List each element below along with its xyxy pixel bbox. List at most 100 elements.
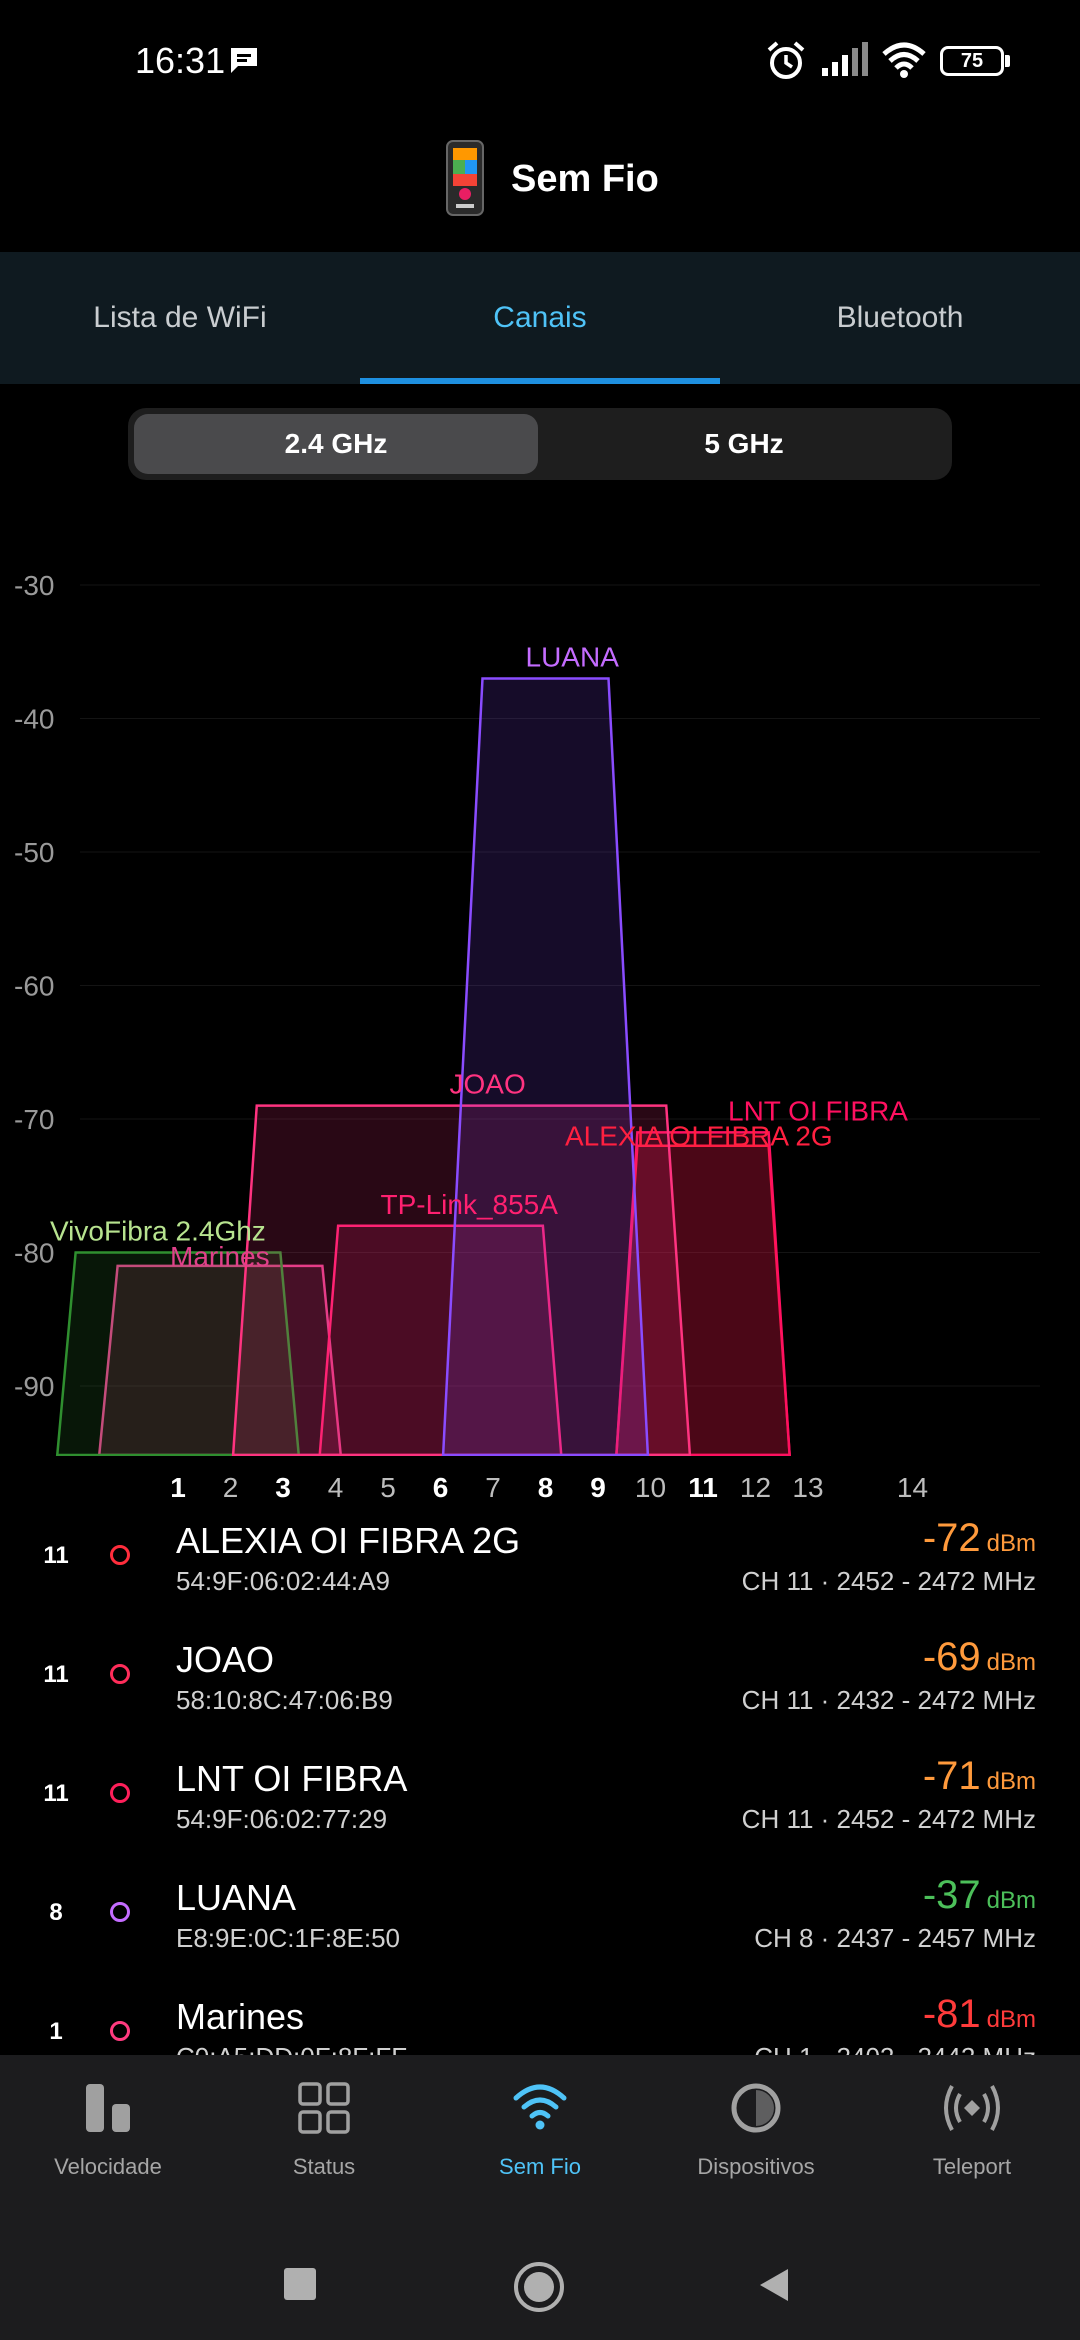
x-tick-label: 9 bbox=[590, 1472, 606, 1503]
ap-channel: 1 bbox=[49, 2018, 63, 2045]
tab-bar: Lista de WiFi Canais Bluetooth bbox=[0, 252, 1080, 384]
nav-label: Sem Fio bbox=[499, 2154, 581, 2179]
x-tick-label: 1 bbox=[170, 1472, 186, 1503]
circle-icon[interactable] bbox=[512, 2260, 566, 2314]
ap-channel: 11 bbox=[43, 1542, 69, 1569]
y-tick-label: -90 bbox=[14, 1371, 54, 1402]
tab-bluetooth[interactable]: Bluetooth bbox=[836, 301, 964, 334]
tab-channels[interactable]: Canais bbox=[493, 301, 587, 334]
chart-plot-area bbox=[55, 677, 791, 1456]
x-tick-label: 6 bbox=[433, 1472, 449, 1503]
nav-dispositivos[interactable]: Dispositivos bbox=[648, 2080, 864, 2240]
ap-ssid: JOAO bbox=[176, 1639, 275, 1680]
system-navigation-bar bbox=[0, 2245, 1080, 2340]
series-label: TP-Link_855A bbox=[381, 1189, 559, 1220]
bottom-navigation: Velocidade Status Sem Fio Dispositivos bbox=[0, 2055, 1080, 2340]
series-label: VivoFibra 2.4Ghz bbox=[50, 1216, 266, 1247]
ap-mac: 54:9F:06:02:77:29 bbox=[176, 1804, 388, 1834]
ap-mac: 58:10:8C:47:06:B9 bbox=[176, 1685, 393, 1715]
ap-signal-unit: dBm bbox=[986, 1649, 1036, 1676]
y-tick-label: -80 bbox=[14, 1238, 54, 1269]
band-5ghz-button[interactable]: 5 GHz bbox=[704, 428, 784, 459]
list-item[interactable]: 11 LNT OI FIBRA 54:9F:06:02:77:29 -71 dBm CH … bbox=[0, 1738, 1080, 1858]
triangle-icon[interactable] bbox=[756, 2267, 792, 2303]
band-2-4ghz-button[interactable]: 2.4 GHz bbox=[134, 414, 538, 474]
channel-trapezoid bbox=[615, 1131, 791, 1456]
ap-signal-unit: dBm bbox=[986, 1768, 1036, 1795]
list-item[interactable]: 8 LUANA E8:9E:0C:1F:8E:50 -37 dBm CH 8 · 2437… bbox=[0, 1857, 1080, 1977]
list-item[interactable]: 11 ALEXIA OI FIBRA 2G 54:9F:06:02:44:A9 -72… bbox=[0, 1500, 1080, 1620]
ap-signal: -71 dBm bbox=[923, 1754, 1036, 1799]
x-tick-label: 11 bbox=[688, 1472, 718, 1503]
ap-frequency: CH 1 · 2402 - 2442 MHz bbox=[754, 2042, 1036, 2055]
x-tick-label: 5 bbox=[380, 1472, 396, 1503]
series-label: Marines bbox=[170, 1241, 270, 1272]
x-tick-label: 10 bbox=[635, 1472, 666, 1503]
nav-teleport[interactable]: Teleport bbox=[864, 2080, 1080, 2240]
ap-signal-unit: dBm bbox=[986, 2006, 1036, 2033]
channel-chart: -30-40-50-60-70-80-901 2 3 4 5 6 7 8 9 10 11 12 13 14… bbox=[14, 570, 1040, 1503]
list-item[interactable]: 11 JOAO 58:10:8C:47:06:B9 -69 dBm CH 11 · 243… bbox=[0, 1619, 1080, 1739]
battery-level: 75 bbox=[960, 50, 984, 72]
x-tick-label: 14 bbox=[897, 1472, 928, 1503]
wifi-status-icon bbox=[882, 42, 926, 78]
ap-color-ring-icon bbox=[110, 1902, 130, 1922]
message-icon bbox=[231, 48, 257, 73]
tab-wifi-list[interactable]: Lista de WiFi bbox=[93, 301, 267, 334]
ap-mac: C0:A5:DD:0F:8F:FF bbox=[176, 2042, 407, 2055]
nav-label: Velocidade bbox=[54, 2154, 162, 2179]
y-tick-label: -50 bbox=[14, 837, 54, 868]
x-tick-label: 2 bbox=[223, 1472, 239, 1503]
active-tab-indicator bbox=[360, 378, 720, 384]
ap-ssid: ALEXIA OI FIBRA 2G bbox=[176, 1520, 521, 1561]
nav-sem-fio[interactable]: Sem Fio bbox=[432, 2080, 648, 2240]
series-label: LUANA bbox=[526, 641, 620, 672]
ap-color-ring-icon bbox=[110, 1783, 130, 1803]
signal-icon bbox=[822, 42, 868, 76]
ap-frequency: CH 8 · 2437 - 2457 MHz bbox=[754, 1923, 1036, 1953]
y-tick-label: -70 bbox=[14, 1104, 54, 1135]
ap-channel: 11 bbox=[43, 1661, 69, 1688]
alarm-icon bbox=[767, 41, 805, 79]
series-label: ALEXIA OI FIBRA 2G bbox=[565, 1121, 833, 1152]
ap-ssid: LUANA bbox=[176, 1877, 297, 1918]
ap-color-ring-icon bbox=[110, 1664, 130, 1684]
ap-frequency: CH 11 · 2432 - 2472 MHz bbox=[741, 1685, 1036, 1715]
ap-signal-value: -71 bbox=[922, 1754, 981, 1798]
band-toggle: 2.4 GHz 5 GHz bbox=[128, 408, 952, 480]
ap-signal: -69 dBm bbox=[923, 1635, 1036, 1680]
ap-signal: -72 dBm bbox=[923, 1516, 1036, 1561]
ap-color-ring-icon bbox=[110, 1545, 130, 1565]
ap-signal-value: -81 bbox=[922, 1992, 981, 2036]
speed-bars-icon bbox=[86, 2084, 130, 2132]
channel-trapezoid bbox=[441, 677, 650, 1456]
channel-trapezoid bbox=[55, 1251, 301, 1456]
ap-channel: 11 bbox=[43, 1780, 69, 1807]
nav-velocidade[interactable]: Velocidade bbox=[0, 2080, 216, 2240]
square-icon[interactable] bbox=[283, 2267, 317, 2301]
ap-color-ring-icon bbox=[110, 2021, 130, 2041]
y-tick-label: -60 bbox=[14, 971, 54, 1002]
battery-icon: 75 bbox=[940, 46, 1004, 76]
x-tick-label: 3 bbox=[275, 1472, 291, 1503]
nav-label: Status bbox=[292, 2154, 356, 2179]
nav-status[interactable]: Status bbox=[216, 2080, 432, 2240]
ap-signal: -81 dBm bbox=[923, 1992, 1036, 2037]
ap-signal-value: -69 bbox=[922, 1635, 981, 1679]
battery-tip bbox=[1005, 55, 1010, 67]
ap-ssid: Marines bbox=[176, 1996, 305, 2037]
y-tick-label: -40 bbox=[14, 704, 54, 735]
nav-label: Teleport bbox=[932, 2154, 1012, 2179]
ap-mac: 54:9F:06:02:44:A9 bbox=[176, 1566, 390, 1596]
status-time: 16:31 bbox=[135, 40, 226, 81]
series-label: JOAO bbox=[450, 1069, 526, 1100]
x-tick-label: 7 bbox=[485, 1472, 501, 1503]
grid-icon bbox=[298, 2082, 350, 2134]
ap-mac: E8:9E:0C:1F:8E:50 bbox=[176, 1923, 401, 1953]
status-bar: 16:31 75 bbox=[0, 0, 1080, 120]
app-header: Sem Fio bbox=[0, 120, 1080, 252]
x-tick-label: 12 bbox=[740, 1472, 771, 1503]
ap-signal: -37 dBm bbox=[923, 1873, 1036, 1918]
nav-label: Dispositivos bbox=[697, 2154, 815, 2179]
